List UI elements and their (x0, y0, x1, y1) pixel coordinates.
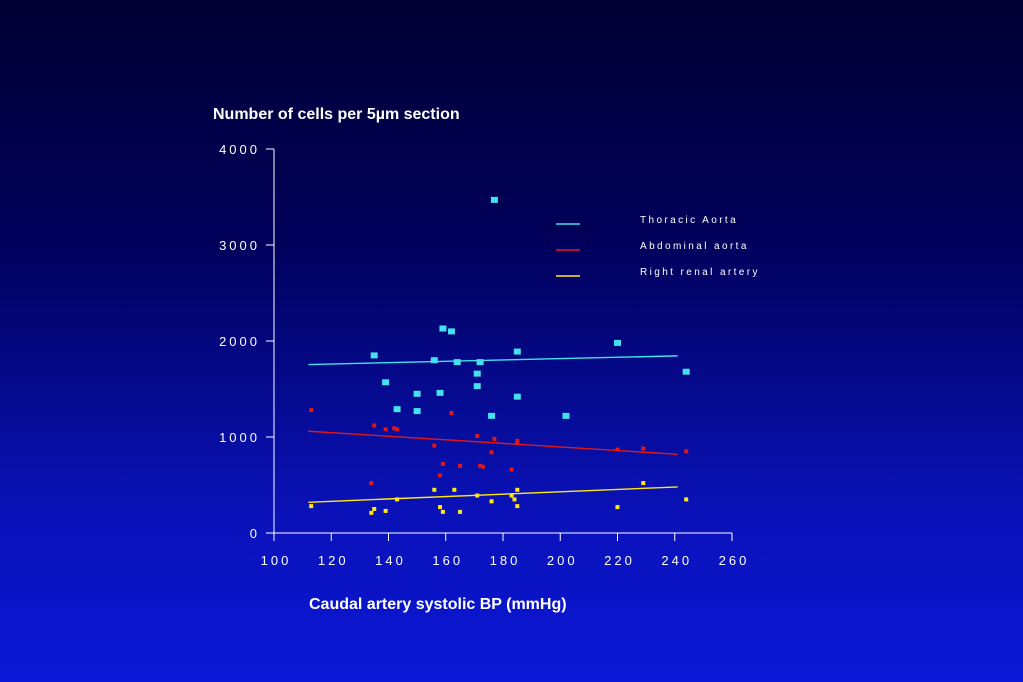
data-point (309, 504, 314, 509)
data-point (436, 389, 444, 396)
y-tick-label: 1000 (219, 430, 260, 445)
data-point (480, 464, 485, 469)
x-tick-label: 240 (661, 553, 692, 568)
trendline (308, 355, 678, 366)
data-point (562, 412, 570, 419)
data-point (453, 359, 461, 366)
y-tick-label: 0 (250, 526, 260, 541)
x-tick-label: 160 (432, 553, 463, 568)
data-point (641, 481, 646, 486)
data-point (370, 352, 378, 359)
data-point (393, 406, 401, 413)
data-point (449, 411, 454, 415)
data-point (489, 499, 494, 504)
x-tick-label: 140 (375, 553, 406, 568)
data-point (473, 383, 481, 390)
data-point (515, 487, 520, 492)
data-point (432, 443, 437, 448)
data-point (475, 493, 480, 498)
legend-label: Thoracic Aorta (640, 215, 738, 226)
x-tick-label: 220 (604, 553, 635, 568)
data-point (614, 339, 621, 346)
data-point (458, 463, 463, 468)
data-point (439, 325, 447, 332)
data-point (684, 497, 689, 502)
data-point (413, 390, 421, 397)
legend: Thoracic Aorta Abdominal aorta Right renal… (556, 215, 760, 278)
data-point (432, 487, 437, 492)
data-point (615, 447, 620, 452)
data-point (478, 463, 483, 468)
y-axis-title: Number of cells per 5µm section (213, 106, 460, 123)
x-tick-label: 120 (318, 553, 349, 568)
data-point (475, 434, 480, 439)
data-point (452, 487, 457, 492)
data-point (476, 359, 484, 366)
data-point (684, 449, 689, 454)
data-point (372, 423, 377, 428)
data-point (513, 393, 521, 400)
data-point (395, 427, 400, 432)
data-point (488, 412, 496, 419)
data-point (438, 505, 443, 510)
data-point (490, 196, 498, 203)
data-point (309, 408, 314, 413)
data-points (309, 196, 690, 515)
data-point (382, 379, 390, 386)
data-point (473, 370, 481, 377)
data-point (447, 328, 455, 335)
data-point (489, 450, 494, 455)
trendlines (308, 355, 678, 503)
data-point (369, 510, 374, 515)
data-point (515, 504, 520, 509)
data-point (458, 509, 463, 514)
data-point (413, 408, 421, 415)
data-point (438, 473, 443, 478)
data-point (512, 497, 517, 502)
x-tick-label: 260 (719, 553, 750, 568)
data-point (515, 440, 520, 445)
axes: 0 1000 2000 3000 4000 100 120 140 160 180 200 220 24… (219, 142, 750, 568)
data-point (372, 507, 377, 511)
data-point (392, 426, 397, 431)
x-tick-label: 180 (490, 553, 521, 568)
data-point (641, 446, 646, 451)
data-point (440, 509, 445, 514)
y-tick-label: 4000 (219, 142, 260, 157)
y-tick-label: 2000 (219, 334, 260, 349)
x-tick-label: 100 (261, 553, 292, 568)
x-axis-title: Caudal artery systolic BP (mmHg) (309, 596, 567, 613)
y-tick-label: 3000 (219, 238, 260, 253)
legend-label: Abdominal aorta (640, 241, 749, 252)
data-point (682, 368, 690, 375)
data-point (395, 497, 400, 502)
data-point (513, 348, 521, 355)
data-point (383, 427, 388, 432)
data-point (492, 436, 497, 441)
data-point (383, 508, 388, 513)
data-point (430, 357, 438, 364)
data-point (440, 461, 445, 466)
trendline (308, 486, 678, 503)
data-point (615, 505, 620, 510)
data-point (509, 467, 514, 472)
legend-label: Right renal artery (640, 267, 760, 278)
data-point (509, 493, 514, 498)
x-tick-label: 200 (547, 553, 578, 568)
data-point (369, 481, 374, 486)
